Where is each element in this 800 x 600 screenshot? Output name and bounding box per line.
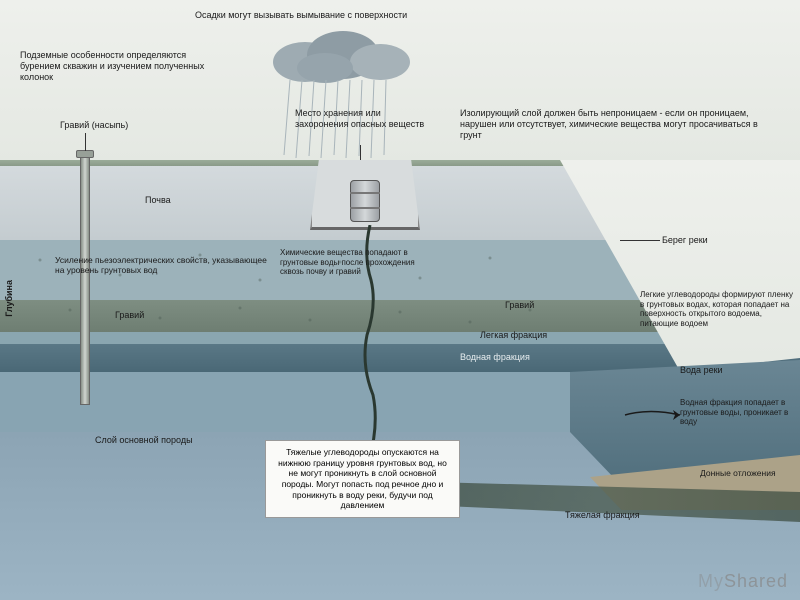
heavy-fraction-label: Тяжелая фракция [565,510,640,521]
river-water-label: Вода реки [680,365,770,376]
precipitation-label: Осадки могут вызывать вымывание с поверх… [195,10,475,21]
bottom-sediment-label: Донные отложения [700,468,790,478]
riverbank-label: Берег реки [662,235,752,246]
barrel [350,180,380,222]
gravel-fill-label: Гравий (насыпь) [60,120,180,131]
underground-label: Подземные особенности определяются бурен… [20,50,220,82]
riverbank-leader [620,240,660,241]
water-fraction-enters-label: Водная фракция попадает в грунтовые воды… [680,398,795,427]
barrel-ring2 [350,207,380,209]
bedrock-label: Слой основной породы [95,435,193,446]
cloud-icon [265,30,420,85]
heavy-note-box: Тяжелые углеводороды опускаются на нижню… [265,440,460,518]
light-hc-label: Легкие углеводороды формируют пленку в г… [640,290,795,328]
gravel-speckles [0,240,580,335]
geology-diagram: Глубина Осадки могут вызывать вымывание … [0,0,800,600]
storage-leader [360,145,361,160]
watermark: MyShared [698,571,788,592]
soil-label: Почва [145,195,171,206]
borehole-cap [76,150,94,158]
gravel-fill-leader [85,133,86,151]
water-fraction-label: Водная фракция [460,352,530,363]
barrel-ring1 [350,192,380,194]
isolation-label: Изолирующий слой должен быть непроницаем… [460,108,780,140]
storage-label: Место хранения или захоронения опасных в… [295,108,425,130]
heavy-note-text: Тяжелые углеводороды опускаются на нижню… [278,447,447,510]
